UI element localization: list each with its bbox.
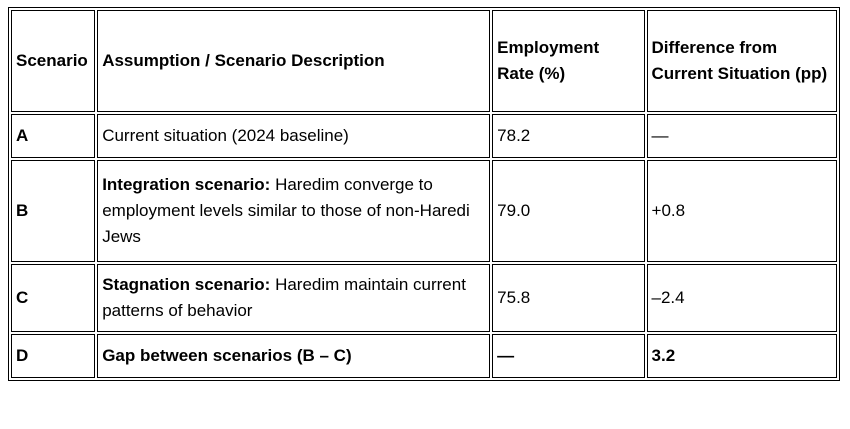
description-text: Current situation (2024 baseline) [102, 126, 349, 145]
table-row-b: B Integration scenario: Haredim converge… [11, 160, 837, 262]
difference-cell: –2.4 [646, 264, 837, 332]
scenario-cell: D [11, 334, 96, 378]
employment-rate-cell: 75.8 [492, 264, 645, 332]
description-text: Haredim converge to employment levels si… [102, 175, 470, 246]
description-lead-text: Integration scenario: [102, 175, 271, 194]
scenario-cell: B [11, 160, 96, 262]
employment-scenarios-table: Scenario Assumption / Scenario Descripti… [8, 7, 840, 381]
difference-cell: +0.8 [646, 160, 837, 262]
scenario-cell: A [11, 114, 96, 158]
employment-rate-cell: 78.2 [492, 114, 645, 158]
employment-rate-cell: — [492, 334, 645, 378]
table-row-d: D Gap between scenarios (B – C) — 3.2 [11, 334, 837, 378]
employment-rate-cell: 79.0 [492, 160, 645, 262]
description-text: Haredim maintain current patterns of beh… [102, 275, 466, 320]
scenario-cell: C [11, 264, 96, 332]
table-header-row: Scenario Assumption / Scenario Descripti… [11, 10, 837, 112]
column-header-difference: Difference from Current Situation (pp) [646, 10, 837, 112]
description-cell: Integration scenario: Haredim converge t… [97, 160, 491, 262]
difference-cell: 3.2 [646, 334, 837, 378]
description-lead-text: Gap between scenarios (B – C) [102, 346, 352, 365]
column-header-employment-rate: Employment Rate (%) [492, 10, 645, 112]
table-row-c: C Stagnation scenario: Haredim maintain … [11, 264, 837, 332]
difference-cell: — [646, 114, 837, 158]
column-header-scenario: Scenario [11, 10, 96, 112]
description-cell: Gap between scenarios (B – C) [97, 334, 491, 378]
table-row-a: A Current situation (2024 baseline) 78.2… [11, 114, 837, 158]
column-header-description: Assumption / Scenario Description [97, 10, 491, 112]
description-cell: Current situation (2024 baseline) [97, 114, 491, 158]
description-cell: Stagnation scenario: Haredim maintain cu… [97, 264, 491, 332]
description-lead-text: Stagnation scenario: [102, 275, 271, 294]
